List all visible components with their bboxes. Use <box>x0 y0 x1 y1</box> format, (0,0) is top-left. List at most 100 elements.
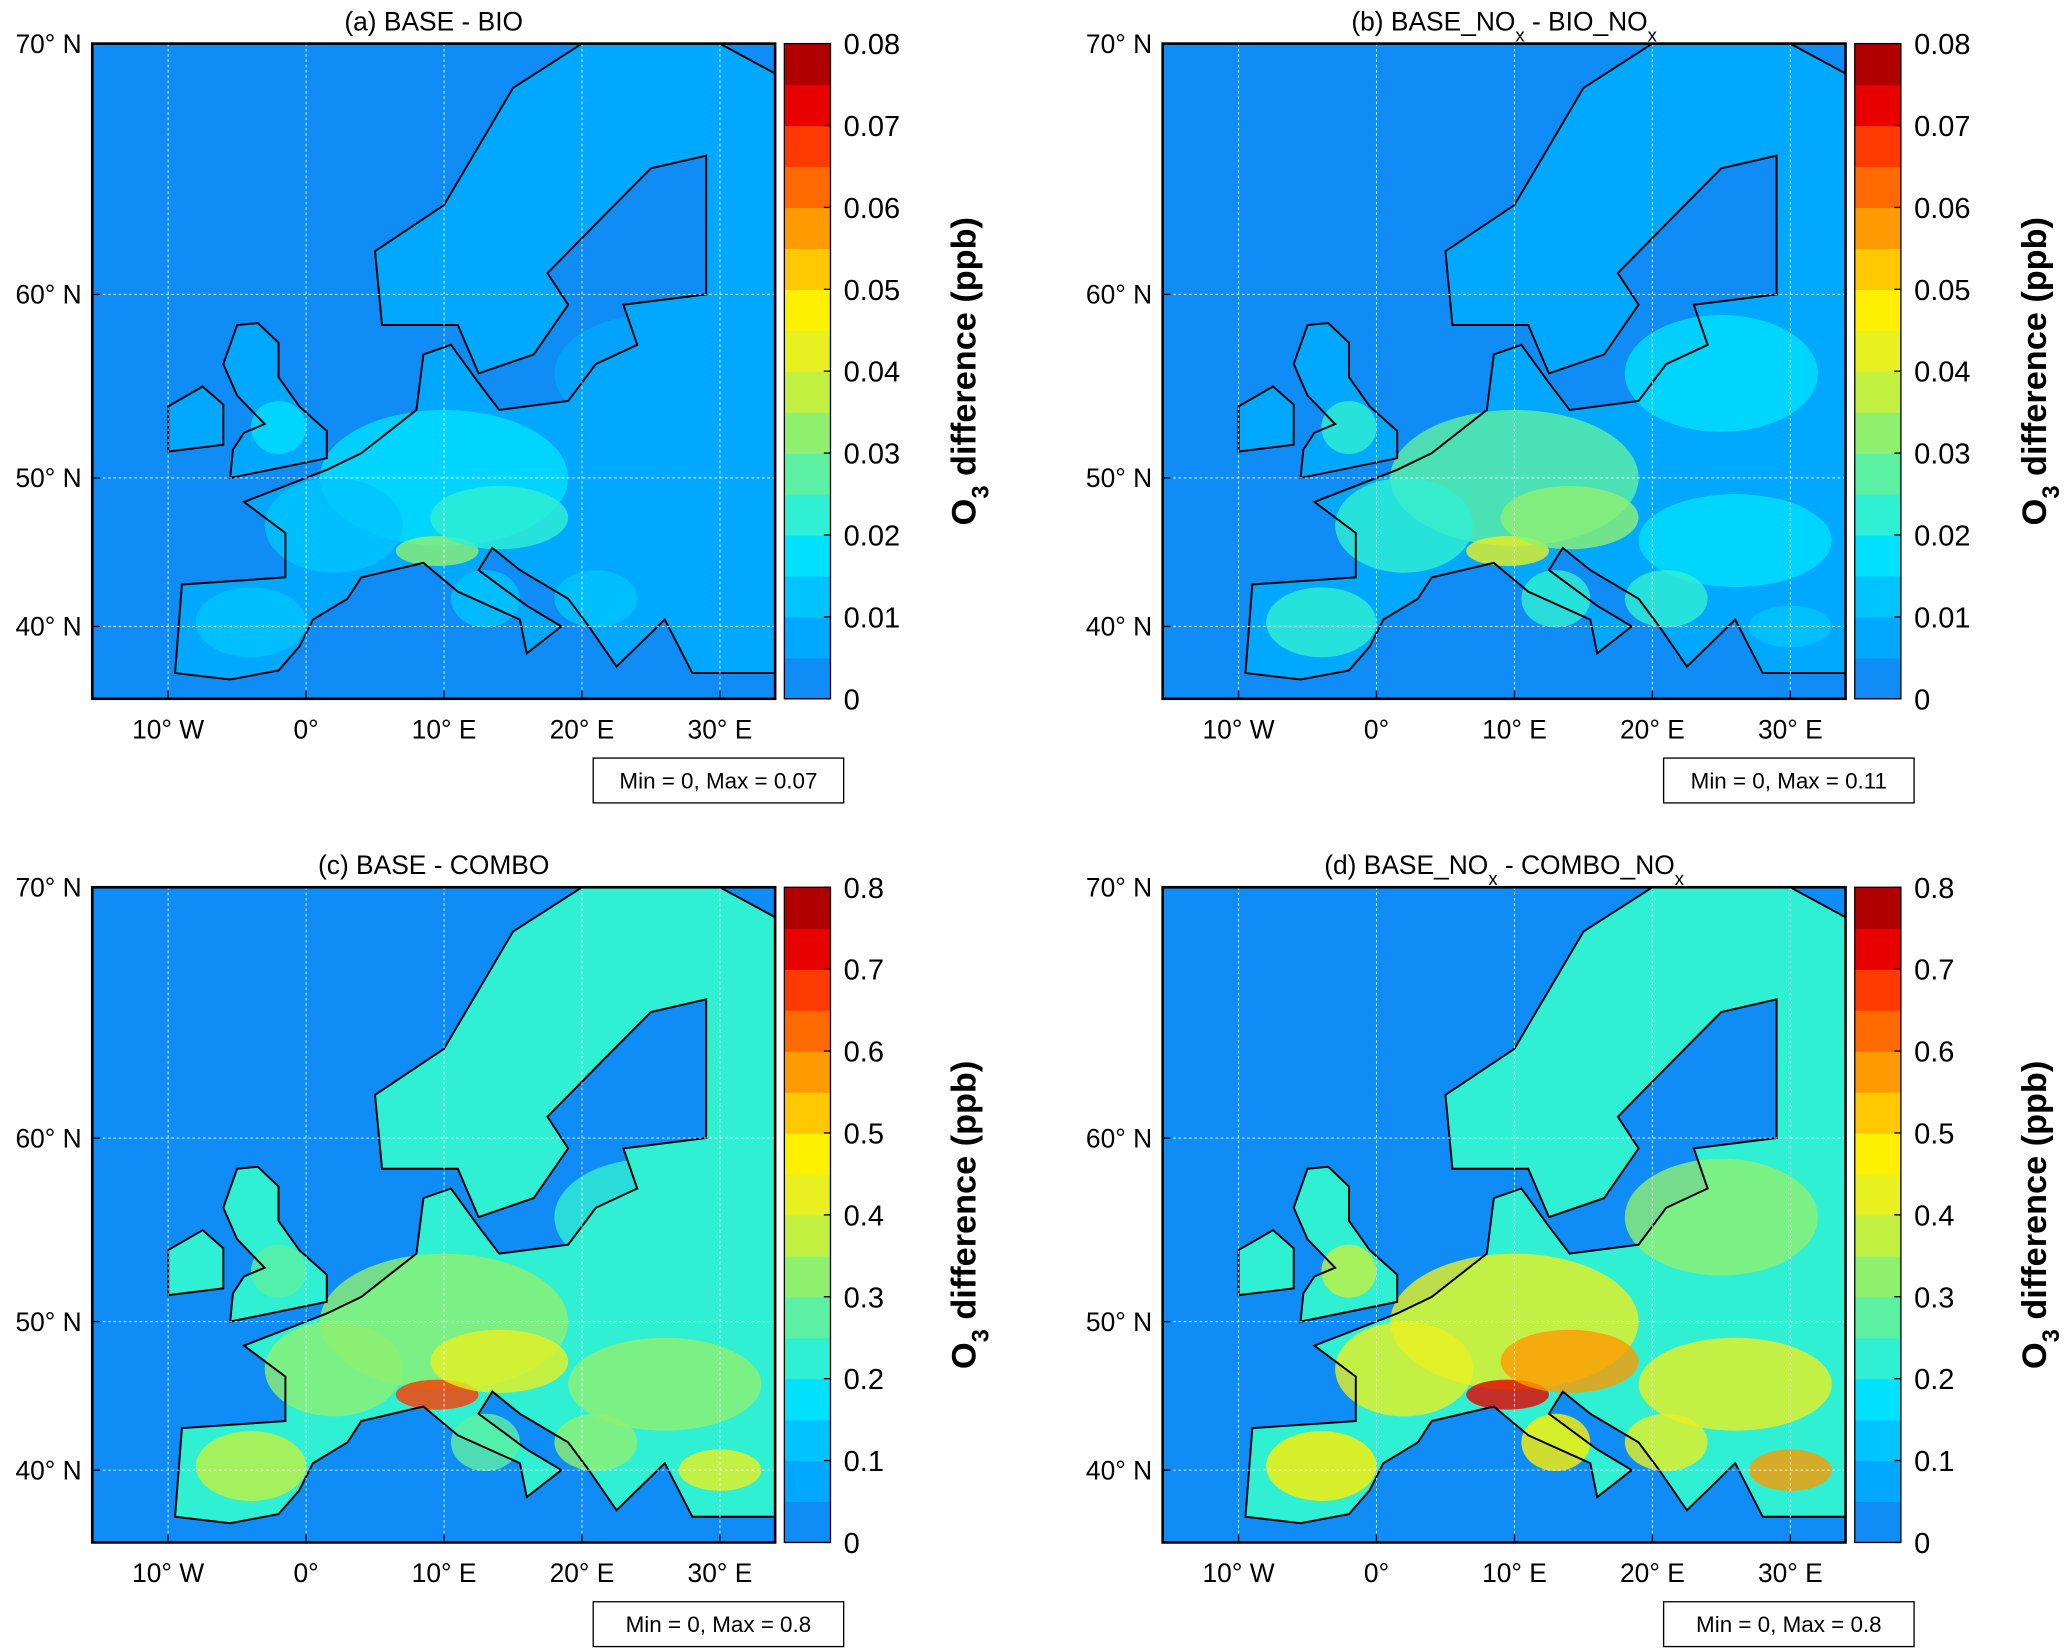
colorbar-tick-label: 0.7 <box>1914 955 1954 987</box>
colorbar-band <box>784 1051 831 1093</box>
colorbar-tick-label: 0.02 <box>844 521 900 553</box>
coastline <box>222 322 328 480</box>
colorbar-band <box>784 1337 831 1380</box>
colorbar-tick-label: 0.03 <box>844 439 900 471</box>
x-tick-label: 0° <box>293 1558 318 1588</box>
colorbar-band <box>784 1460 831 1503</box>
colorbar-band <box>784 969 831 1011</box>
field-blob <box>554 1158 748 1276</box>
field-blob <box>1266 1431 1377 1501</box>
field-blob <box>1321 1244 1377 1298</box>
x-tick-label: 30° E <box>688 1558 753 1588</box>
coastline <box>1244 43 1846 681</box>
field-blob <box>1638 1337 1832 1431</box>
title-part: (b) BASE_NO <box>1351 6 1515 36</box>
y-tick-label: 70° N <box>15 873 81 903</box>
colorbar-tick-label: 0.8 <box>844 873 884 905</box>
colorbar-tick-label: 0 <box>844 684 860 716</box>
x-tick-label: 10° E <box>412 714 477 744</box>
colorbar-tick-label: 0.8 <box>1914 873 1954 905</box>
colorbar-band <box>1854 1214 1901 1257</box>
colorbar-tick-label: 0.07 <box>844 111 900 143</box>
colorbar-band <box>1854 371 1901 413</box>
map-area <box>1162 887 1846 1543</box>
panel-title: (b) BASE_NOx - BIO_NOx <box>1351 6 1657 45</box>
field-blob <box>395 535 479 566</box>
colorbar-tick-label: 0.08 <box>1914 29 1970 61</box>
colorbar-band <box>1854 616 1901 659</box>
colorbar-tick-label: 0.1 <box>1914 1446 1954 1478</box>
colorbar-tick-label: 0.7 <box>844 955 884 987</box>
field-blob <box>264 477 403 573</box>
x-tick-label: 10° W <box>132 714 204 744</box>
colorbar-band <box>1854 43 1901 86</box>
y-tick-label: 60° N <box>15 280 81 310</box>
colorbar-tick-label: 0.1 <box>844 1446 884 1478</box>
field-blob <box>1466 535 1549 566</box>
colorbar-band <box>784 1378 831 1421</box>
colorbar-tick-label: 0.02 <box>1914 521 1970 553</box>
field-blob <box>1521 1413 1591 1471</box>
colorbar-tick-label: 0.5 <box>1914 1119 1954 1151</box>
field-blob <box>1321 400 1377 455</box>
colorbar-band <box>784 125 831 168</box>
x-tick-label: 10° W <box>1203 714 1275 744</box>
colorbar-band <box>1854 330 1901 372</box>
colorbar-band <box>784 166 831 209</box>
colorbar-band <box>784 207 831 250</box>
y-tick-label: 60° N <box>1086 1123 1152 1153</box>
panel-title: (a) BASE - BIO <box>344 6 523 36</box>
colorbar-band <box>784 248 831 290</box>
colorbar-band <box>1854 1419 1901 1462</box>
x-tick-label: 10° E <box>1482 1558 1547 1588</box>
colorbar-band <box>1854 1501 1901 1544</box>
colorbar-band <box>784 657 831 700</box>
field-blob <box>554 314 748 432</box>
colorbar-band <box>784 1173 831 1216</box>
y-tick-label: 40° N <box>1086 612 1152 642</box>
field-blob <box>1521 570 1591 628</box>
x-tick-label: 30° E <box>1758 714 1823 744</box>
x-tick-label: 20° E <box>1620 714 1685 744</box>
colorbar-band <box>1854 1092 1901 1134</box>
colorbar-band <box>784 43 831 86</box>
title-part: x <box>1648 24 1658 45</box>
field-blob <box>195 587 307 658</box>
colorbar-band <box>784 453 831 495</box>
colorbar-band <box>1854 1132 1901 1175</box>
title-part: x <box>1515 24 1525 45</box>
label-part: O <box>2016 1342 2054 1369</box>
colorbar-band <box>1854 207 1901 250</box>
map-area <box>1162 43 1846 699</box>
x-tick-label: 30° E <box>1758 1558 1823 1588</box>
y-tick-label: 70° N <box>1086 29 1152 59</box>
field-blob <box>1624 314 1818 432</box>
colorbar-band <box>1854 1010 1901 1052</box>
colorbar-band <box>1854 248 1901 290</box>
field-blob <box>195 1431 307 1501</box>
colorbar-tick-label: 0.4 <box>1914 1200 1954 1232</box>
colorbar-band <box>1854 125 1901 168</box>
panel-title: (c) BASE - COMBO <box>318 850 549 880</box>
map-panel: 10° W 0° 10° E 20° E 30° E 40° N 50° N 60° N 70°… <box>1086 850 2065 1648</box>
colorbar-tick-label: 0 <box>844 1528 860 1560</box>
colorbar-tick-label: 0.06 <box>844 193 900 225</box>
colorbar-band <box>1854 166 1901 209</box>
colorbar-band <box>1854 453 1901 495</box>
field-blob <box>430 1329 569 1393</box>
x-tick-label: 20° E <box>550 714 615 744</box>
y-tick-label: 60° N <box>1086 280 1152 310</box>
coastline <box>1292 322 1399 480</box>
coastline <box>174 887 776 1525</box>
colorbar-band <box>1854 1378 1901 1421</box>
stats-text: Min = 0, Max = 0.8 <box>626 1612 812 1637</box>
colorbar-band <box>784 494 831 536</box>
stats-box <box>1662 757 1915 804</box>
stats-box <box>592 757 845 804</box>
y-tick-label: 50° N <box>15 463 81 493</box>
colorbar-band <box>784 575 831 618</box>
coastline <box>174 43 776 681</box>
colorbar-tick-label: 0.3 <box>1914 1282 1954 1314</box>
label-part: 3 <box>2039 1329 2065 1342</box>
colorbar-band <box>784 330 831 372</box>
